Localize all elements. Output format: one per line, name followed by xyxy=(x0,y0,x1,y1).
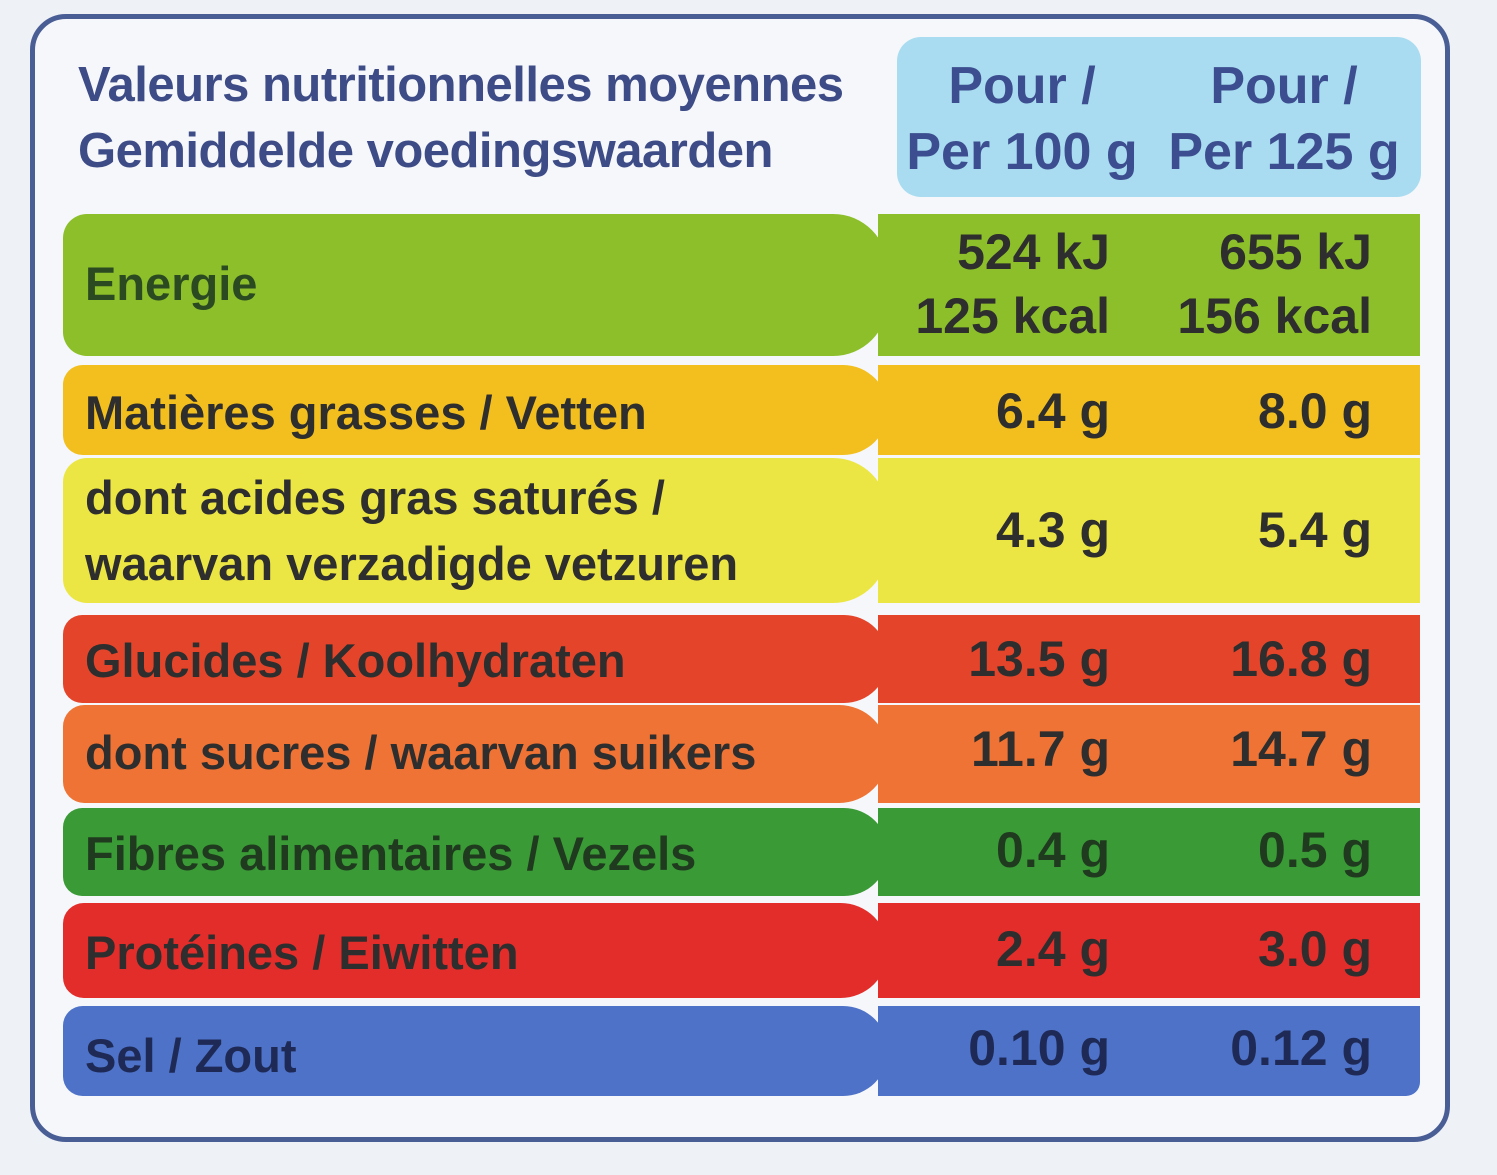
table-title: Valeurs nutritionnelles moyennes Gemidde… xyxy=(78,52,844,184)
row-label-band xyxy=(63,1006,888,1096)
row-value-band xyxy=(878,365,1420,455)
row-proteines: Protéines / Eiwitten 2.4 g 3.0 g xyxy=(0,903,1497,998)
row-sucres: dont sucres / waarvan suikers 11.7 g 14.… xyxy=(0,705,1497,803)
value-100g: 2.4 g xyxy=(996,921,1110,977)
row-label-band xyxy=(63,458,888,603)
value-100g-kcal: 125 kcal xyxy=(915,288,1110,344)
row-label-band xyxy=(63,214,888,356)
row-value-band xyxy=(878,214,1420,356)
column-header-100g-line1: Pour / xyxy=(948,57,1096,115)
value-125g: 0.5 g xyxy=(1258,822,1372,878)
value-125g: 8.0 g xyxy=(1258,383,1372,439)
title-fr: Valeurs nutritionnelles moyennes xyxy=(78,58,844,112)
row-value-band xyxy=(878,903,1420,998)
row-energie: Energie 524 kJ 125 kcal 655 kJ 156 kcal xyxy=(0,214,1497,356)
row-label-band xyxy=(63,705,888,803)
row-label: dont sucres / waarvan suikers xyxy=(85,726,757,779)
value-100g: 4.3 g xyxy=(996,502,1110,558)
column-header-100g: Pour / Per 100 g xyxy=(897,53,1147,185)
value-100g: 0.4 g xyxy=(996,822,1110,878)
row-label: Protéines / Eiwitten xyxy=(85,926,519,979)
row-label-line2: waarvan verzadigde vetzuren xyxy=(85,537,739,590)
value-100g: 11.7 g xyxy=(971,721,1110,777)
value-100g: 13.5 g xyxy=(968,631,1110,687)
row-label: Fibres alimentaires / Vezels xyxy=(85,827,697,880)
row-glucides: Glucides / Koolhydraten 13.5 g 16.8 g xyxy=(0,615,1497,703)
row-label-band xyxy=(63,365,888,455)
row-label-band xyxy=(63,808,888,896)
column-header-125g-line1: Pour / xyxy=(1210,57,1358,115)
value-125g-kcal: 156 kcal xyxy=(1177,288,1372,344)
value-125g-kj: 655 kJ xyxy=(1219,224,1372,280)
row-label-band xyxy=(63,903,888,998)
row-label-band xyxy=(63,615,888,703)
row-label-line1: dont acides gras saturés / xyxy=(85,471,665,524)
row-label: Matières grasses / Vetten xyxy=(85,386,647,439)
value-125g: 5.4 g xyxy=(1258,502,1372,558)
row-sel: Sel / Zout 0.10 g 0.12 g xyxy=(0,1006,1497,1096)
value-125g: 0.12 g xyxy=(1230,1020,1372,1076)
row-value-band xyxy=(878,1006,1420,1096)
value-125g: 14.7 g xyxy=(1230,721,1372,777)
row-value-band xyxy=(878,808,1420,896)
value-125g: 16.8 g xyxy=(1230,631,1372,687)
row-value-band xyxy=(878,615,1420,703)
column-header-125g: Pour / Per 125 g xyxy=(1159,53,1409,185)
row-label: Energie xyxy=(85,257,258,310)
column-header-125g-line2: Per 125 g xyxy=(1168,123,1400,181)
column-headers: Pour / Per 100 g Pour / Per 125 g xyxy=(897,37,1421,197)
row-matieres-grasses: Matières grasses / Vetten 6.4 g 8.0 g xyxy=(0,365,1497,455)
row-value-band xyxy=(878,458,1420,603)
row-label: Glucides / Koolhydraten xyxy=(85,634,626,687)
row-acides-gras-satures: dont acides gras saturés / waarvan verza… xyxy=(0,458,1497,603)
value-100g-kj: 524 kJ xyxy=(957,224,1110,280)
row-fibres: Fibres alimentaires / Vezels 0.4 g 0.5 g xyxy=(0,808,1497,896)
column-header-100g-line2: Per 100 g xyxy=(906,123,1138,181)
value-100g: 0.10 g xyxy=(968,1020,1110,1076)
row-value-band xyxy=(878,705,1420,803)
title-nl: Gemiddelde voedingswaarden xyxy=(78,124,773,178)
value-100g: 6.4 g xyxy=(996,383,1110,439)
row-label: Sel / Zout xyxy=(85,1029,297,1082)
value-125g: 3.0 g xyxy=(1258,921,1372,977)
